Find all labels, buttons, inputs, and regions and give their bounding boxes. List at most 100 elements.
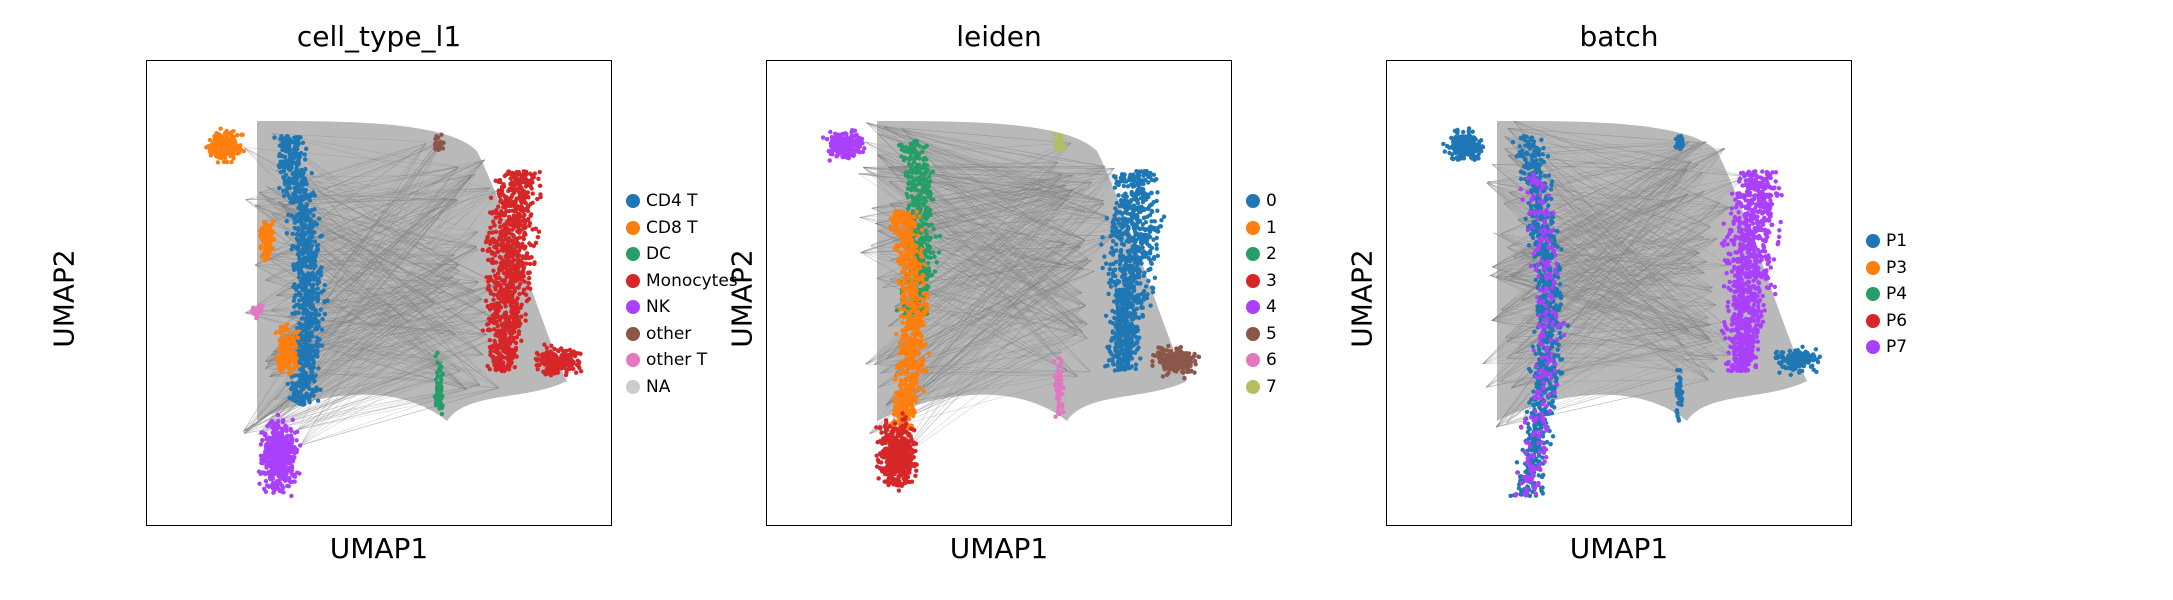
cell-point [311, 277, 317, 282]
cell-point [301, 400, 307, 406]
cell-point [260, 236, 266, 241]
cell-point [934, 260, 940, 265]
cell-point [924, 157, 929, 162]
cell-point [320, 317, 325, 322]
cell-point [923, 206, 929, 212]
cell-point [294, 429, 300, 435]
cell-point [212, 134, 217, 139]
cell-point [309, 330, 315, 335]
cell-point [295, 261, 300, 266]
cell-point [284, 475, 289, 481]
cell-point [224, 138, 229, 143]
cell-point [290, 380, 295, 386]
cell-point [266, 484, 272, 489]
cell-point [262, 219, 267, 225]
cell-point [914, 209, 919, 215]
cell-point [299, 270, 304, 275]
cell-point [296, 379, 302, 385]
cell-point [294, 231, 300, 237]
cell-point [282, 343, 287, 348]
umap-scatter [820, 121, 1202, 493]
cell-point [922, 213, 927, 218]
cell-point [264, 229, 270, 234]
cell-point [303, 157, 308, 162]
cell-point [319, 327, 325, 332]
cell-point [301, 182, 307, 187]
cell-point [277, 185, 282, 191]
cell-point [305, 247, 311, 252]
cell-point [299, 263, 305, 269]
cell-point [315, 297, 321, 302]
cell-point [273, 330, 279, 336]
cell-point [899, 147, 904, 152]
cell-point [299, 316, 305, 321]
cell-point [292, 304, 297, 309]
cell-point [298, 325, 304, 331]
cell-point [302, 204, 307, 210]
cell-point [902, 307, 907, 312]
cell-point [291, 338, 296, 344]
cell-point [910, 182, 916, 187]
cell-point [295, 143, 300, 148]
cell-point [297, 351, 302, 356]
cell-point [222, 146, 227, 152]
cell-point [924, 368, 929, 373]
cell-point [920, 145, 926, 150]
cell-point [295, 246, 301, 251]
cell-point [302, 301, 307, 306]
cell-point [926, 181, 931, 187]
cell-point [285, 341, 291, 347]
cell-point [300, 140, 306, 145]
cell-point [293, 180, 299, 185]
cell-point [915, 194, 920, 199]
cell-point [276, 418, 281, 424]
cell-point [284, 231, 290, 236]
cell-point [281, 188, 286, 194]
cell-point [299, 170, 304, 176]
cell-point [286, 143, 292, 148]
cell-point [307, 345, 312, 350]
cell-point [315, 398, 321, 403]
cell-point [918, 181, 923, 186]
cell-point [307, 302, 312, 307]
cell-point [275, 412, 281, 418]
cell-point [278, 342, 284, 348]
cell-point [937, 233, 943, 239]
cell-point [892, 377, 898, 382]
cell-point [303, 213, 309, 218]
chart-title: cell_type_l1 [296, 20, 462, 53]
cell-point [289, 386, 294, 392]
cell-point [290, 243, 295, 249]
cell-point [315, 354, 320, 359]
cell-point [279, 426, 284, 431]
cell-point [279, 483, 285, 488]
cell-point [317, 216, 322, 221]
cell-point [308, 220, 313, 225]
cell-point [916, 162, 922, 168]
cell-point [303, 280, 308, 286]
cell-point [266, 250, 272, 255]
cell-point [278, 324, 284, 330]
cell-point [923, 268, 929, 274]
cell-point [308, 312, 313, 317]
cell-point [919, 237, 925, 243]
cell-point [304, 391, 309, 396]
cell-point [316, 324, 321, 329]
cell-point [261, 250, 267, 256]
cell-point [909, 162, 914, 168]
cell-point [313, 327, 318, 332]
cell-point [310, 270, 316, 275]
cell-point [288, 479, 293, 485]
cell-point [931, 197, 936, 202]
cell-point [291, 331, 297, 336]
cell-point [263, 478, 269, 484]
cell-point [309, 207, 314, 213]
cell-point [259, 460, 264, 466]
cell-point [285, 158, 291, 164]
cell-point [293, 292, 298, 298]
cell-point [292, 152, 298, 158]
cell-point [295, 399, 301, 405]
cell-point [901, 314, 907, 320]
cell-point [268, 231, 274, 236]
cell-point [228, 153, 233, 159]
